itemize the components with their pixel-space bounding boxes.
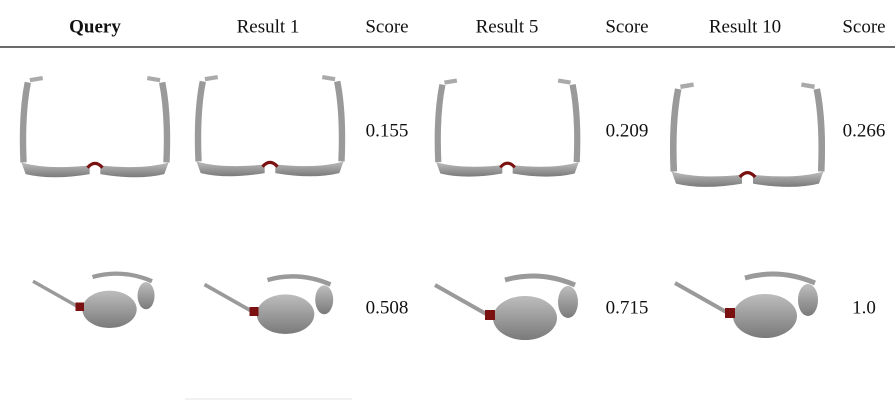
query-image	[21, 78, 168, 177]
column-header: Score	[842, 16, 885, 37]
column-header: Query	[69, 16, 121, 37]
column-header: Result 5	[476, 16, 539, 37]
column-header: Result 10	[709, 16, 781, 37]
score: 0.266	[843, 120, 886, 141]
query-image	[33, 274, 155, 328]
result-image	[675, 274, 818, 338]
column-header: Score	[365, 16, 408, 37]
score: 0.715	[606, 297, 649, 318]
score: 0.155	[366, 120, 409, 141]
result-image	[205, 276, 334, 334]
result-image	[672, 85, 824, 187]
cells	[21, 77, 823, 340]
column-header: Score	[605, 16, 648, 37]
score: 0.508	[366, 297, 409, 318]
score: 1.0	[852, 297, 876, 318]
result-image	[436, 81, 579, 177]
column-header: Result 1	[237, 16, 300, 37]
result-image	[196, 77, 343, 176]
score: 0.209	[606, 120, 649, 141]
result-image	[435, 276, 578, 340]
